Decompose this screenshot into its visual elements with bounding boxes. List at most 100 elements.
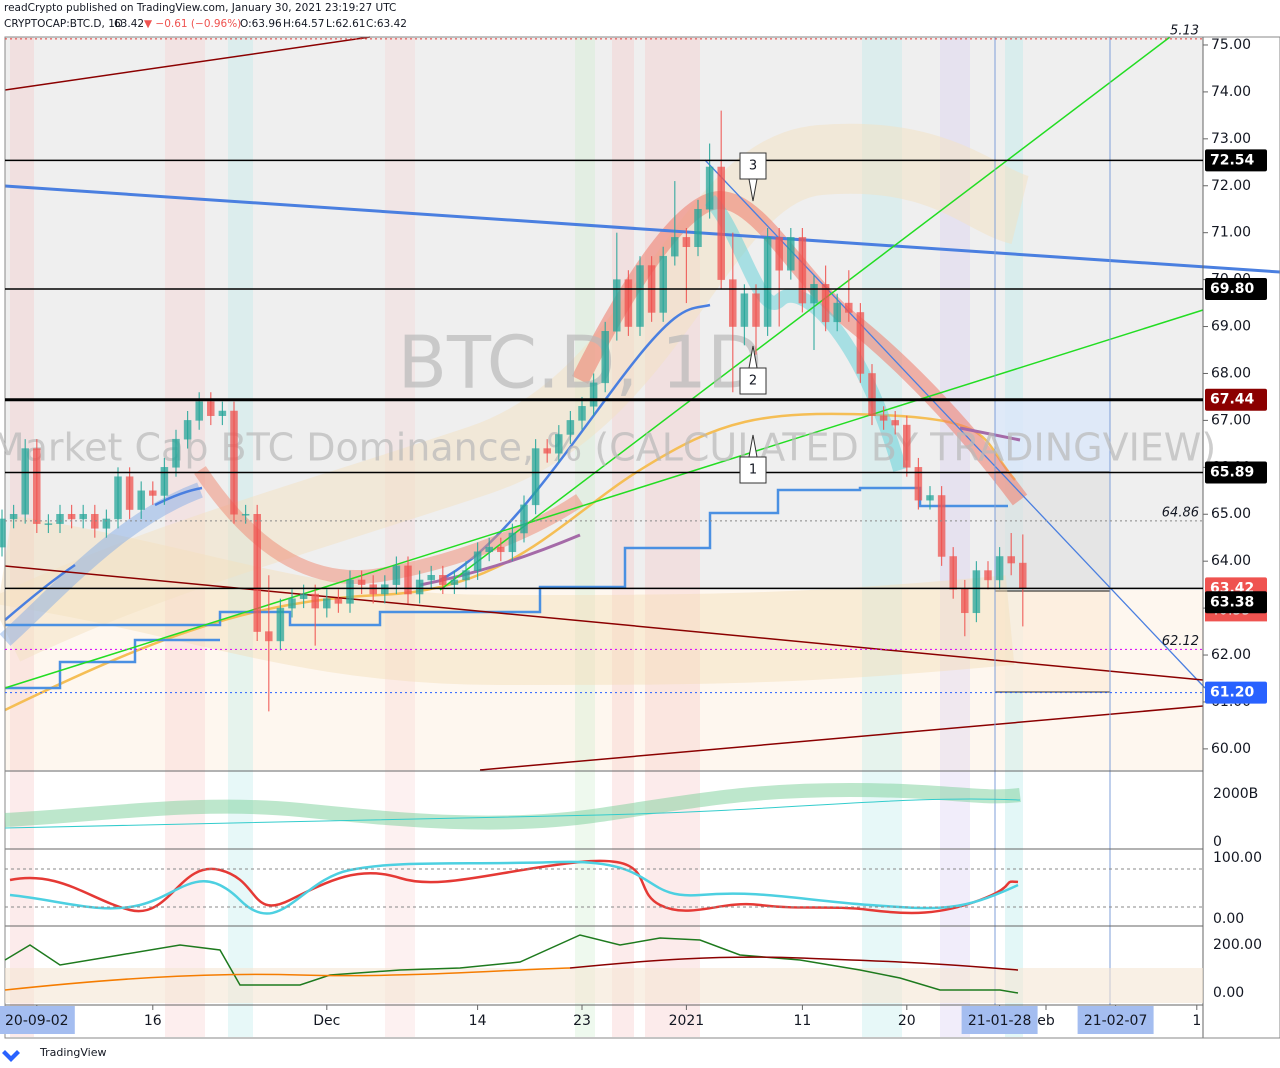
y-tick-label: 68.00 <box>1211 365 1251 381</box>
ohlc-low: L:62.61 <box>326 18 365 30</box>
candle-body <box>1007 556 1015 564</box>
candle-body <box>218 410 227 416</box>
price-change: ▼ −0.61 (−0.96%) <box>144 18 241 30</box>
annotation-callout <box>739 152 767 202</box>
pane-axis-label: 2000B <box>1213 786 1258 802</box>
level-label: 61.20 <box>1210 685 1255 701</box>
pane-axis-label: 0.00 <box>1213 911 1244 927</box>
candle-body <box>230 410 238 515</box>
candle-body <box>288 598 296 609</box>
level-label: 69.80 <box>1210 281 1255 297</box>
watermark-subtitle: Market Cap BTC Dominance, % (CALCULATED … <box>0 426 1216 470</box>
candle-body <box>207 401 215 416</box>
candle-body <box>937 495 946 557</box>
y-tick-label: 72.00 <box>1211 178 1251 194</box>
candle-body <box>995 556 1004 581</box>
pane-axis-label: 0.00 <box>1213 985 1244 1001</box>
symbol: CRYPTOCAP:BTC.D, 1D <box>4 18 123 30</box>
level-label: 72.54 <box>1210 152 1255 168</box>
candle-body <box>891 420 899 426</box>
candle-body <box>821 284 830 323</box>
candle-body <box>705 166 714 210</box>
candle-body <box>450 579 459 585</box>
candle-body <box>369 584 377 595</box>
candle-body <box>671 237 679 257</box>
candle-body <box>1019 562 1027 589</box>
candle-body <box>613 279 621 332</box>
candle-body <box>752 293 760 327</box>
candle-body <box>729 279 737 327</box>
y-tick-label: 73.00 <box>1211 131 1251 147</box>
candle-body <box>543 448 551 454</box>
candle-body <box>33 448 41 524</box>
candle-body <box>415 579 424 595</box>
candle-body <box>346 579 354 604</box>
candle-body <box>601 330 609 384</box>
x-tick-label: 20 <box>898 1013 916 1029</box>
candle-body <box>357 579 366 585</box>
candle-body <box>984 570 992 581</box>
candle-body <box>44 523 53 525</box>
publisher: readCrypto published on TradingView.com,… <box>4 2 396 14</box>
candle-body <box>56 513 64 524</box>
candle-body <box>404 565 412 595</box>
x-tick-label: 2021 <box>669 1013 705 1029</box>
x-tick-label: 20-09-02 <box>5 1013 69 1029</box>
level-badge <box>1205 461 1267 484</box>
candle-body <box>334 598 343 604</box>
note-label: 64.86 <box>1162 505 1199 520</box>
candle-body <box>589 382 598 407</box>
candle-body <box>520 504 528 534</box>
candle-body <box>137 490 145 510</box>
candle-body <box>276 607 285 642</box>
candle-body <box>961 589 969 614</box>
candle-body <box>91 513 99 529</box>
y-tick-label: 71.00 <box>1211 225 1251 241</box>
y-tick-label: 75.00 <box>1211 37 1251 53</box>
pane-axis-label: 0 <box>1213 834 1222 850</box>
note-label: 5.13 <box>1170 23 1199 38</box>
x-tick-label: eb <box>1037 1013 1055 1029</box>
candle-body <box>694 208 702 248</box>
candle-body <box>265 631 273 642</box>
candle-body <box>102 518 111 529</box>
candle-body <box>439 575 447 585</box>
candle-body <box>0 518 6 548</box>
x-tick-label: 23 <box>573 1013 591 1029</box>
level-label: 67.44 <box>1210 392 1255 408</box>
y-tick-label: 60.00 <box>1211 741 1251 757</box>
candle-body <box>972 570 981 614</box>
level-badge <box>1205 591 1267 614</box>
x-tick-label: 21-01-28 <box>968 1013 1032 1029</box>
level-badge <box>1205 149 1267 172</box>
candle-body <box>555 434 563 454</box>
candle-body <box>717 166 725 280</box>
x-tick-label: 1 <box>1192 1013 1201 1029</box>
candle-body <box>578 406 586 421</box>
candle-body <box>485 546 493 553</box>
x-tick-label: 21-02-07 <box>1084 1013 1148 1029</box>
candle-body <box>798 237 807 304</box>
candle-body <box>427 575 435 581</box>
candle-body <box>473 551 482 571</box>
level-label: 63.38 <box>1210 594 1254 610</box>
annotation-callout <box>739 345 767 395</box>
candle-body <box>926 495 934 501</box>
level-label: 65.89 <box>1210 464 1254 480</box>
ohlc-open: O:63.96 <box>240 18 282 30</box>
candle-body <box>241 513 250 516</box>
candle-body <box>531 448 540 506</box>
candle-body <box>462 570 470 581</box>
candle-body <box>195 401 203 421</box>
candle-body <box>879 415 888 421</box>
candle-body <box>114 476 122 520</box>
candle-body <box>833 302 841 323</box>
decorations <box>0 36 1280 1062</box>
candle-body <box>682 237 691 248</box>
candle-body <box>787 237 795 271</box>
candle-body <box>79 513 87 520</box>
x-tick-highlight <box>961 1006 1038 1034</box>
x-tick-label: Dec <box>313 1013 340 1029</box>
candle-body <box>172 438 180 468</box>
